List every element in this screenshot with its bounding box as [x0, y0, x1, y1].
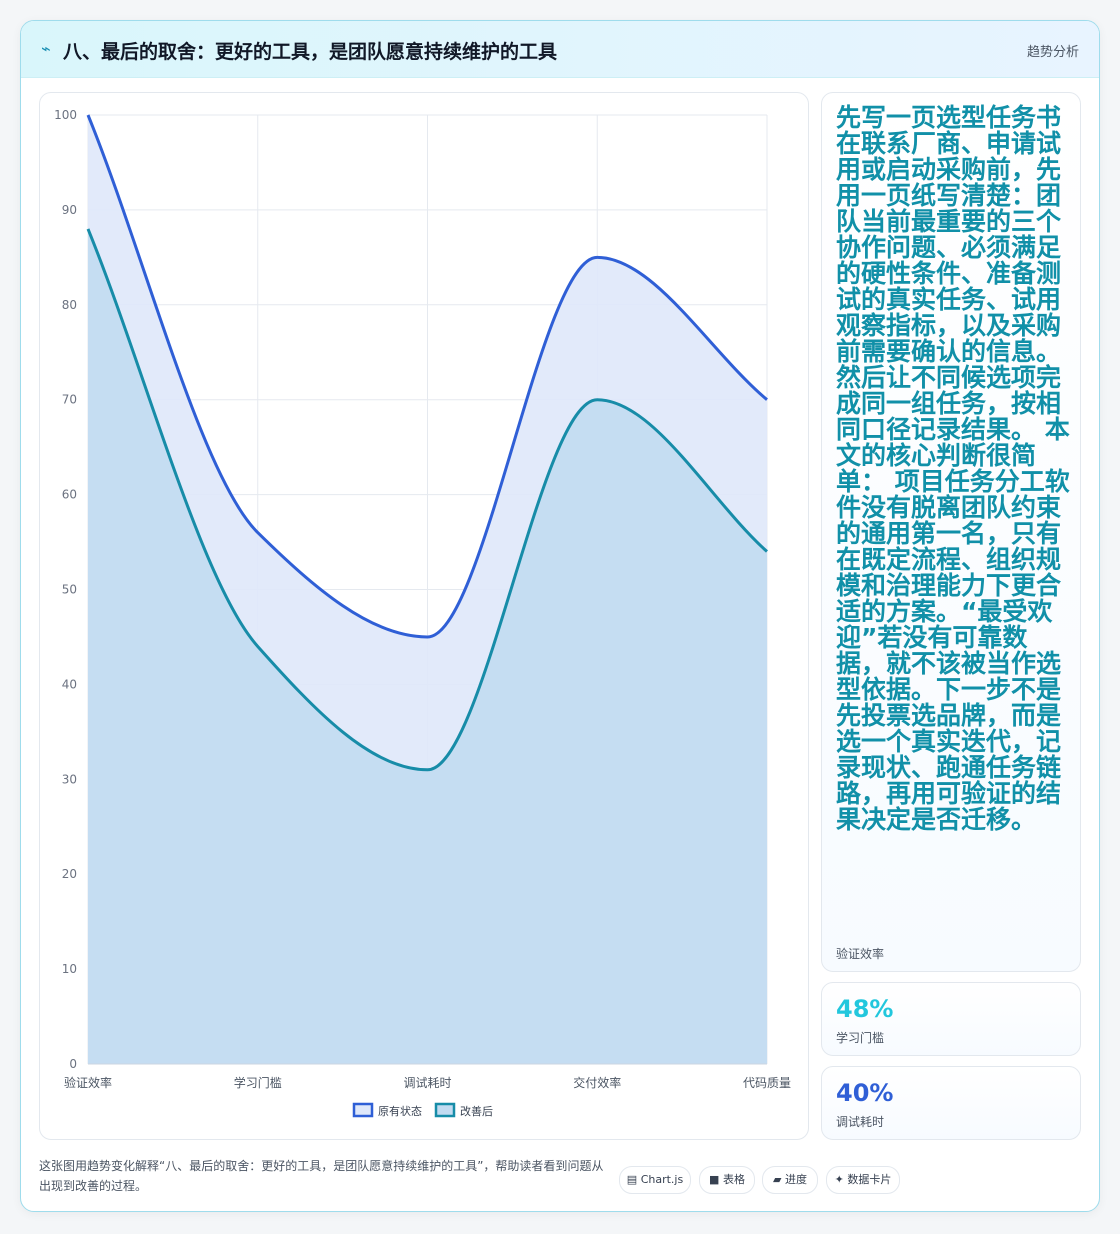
summary-label: 验证效率 [836, 947, 885, 961]
stat-label-1: 学习门槛 [836, 1031, 885, 1045]
y-tick-label: 40 [62, 677, 77, 691]
y-tick-label: 10 [62, 962, 77, 976]
legend-swatch-1 [352, 1102, 374, 1118]
series-line-1 [86, 114, 768, 639]
chart-icon: ▤ [626, 1173, 638, 1186]
stat-card-2: 40% 调试耗时 [821, 1066, 1081, 1140]
legend-swatch-2 [434, 1102, 456, 1118]
stat-value-1: 48% [836, 995, 894, 1023]
legend-label-2: 改善后 [460, 1104, 493, 1118]
text-panel: 先写一页选型任务书 在联系厂商、申请试用或启动采购前，先用一页纸写清楚：团队当前… [821, 92, 1081, 972]
page-title: 八、最后的取舍：更好的工具，是团队愿意持续维护的工具 [63, 41, 558, 63]
pill-label: 进度 [784, 1173, 807, 1186]
area-chart: 0 10 20 30 40 50 60 70 80 90 100 验证效率 学习门槛 调试耗时 交付效率 代码… [54, 108, 791, 1118]
x-tick-label: 学习门槛 [234, 1075, 282, 1090]
pill-table[interactable]: ■ 表格 [699, 1166, 755, 1194]
y-tick-label: 30 [62, 772, 77, 786]
stat-card-1: 48% 学习门槛 [821, 982, 1081, 1056]
y-tick-label: 20 [62, 867, 77, 881]
chart-card: ⌁ 八、最后的取舍：更好的工具，是团队愿意持续维护的工具 趋势分析 0 10 20 3… [20, 20, 1100, 1212]
y-tick-label: 100 [54, 108, 77, 122]
x-tick-label: 代码质量 [743, 1076, 791, 1090]
card-icon: ✦ [834, 1173, 844, 1186]
stat-value-2: 40% [836, 1079, 894, 1107]
progress-icon: ▰ [773, 1173, 782, 1186]
pill-cards[interactable]: ✦ 数据卡片 [826, 1166, 900, 1194]
pill-progress[interactable]: ▰ 进度 [762, 1166, 818, 1194]
pill-label: Chart.js [640, 1173, 684, 1186]
chart-panel: 0 10 20 30 40 50 60 70 80 90 100 验证效率 学习门槛 调试耗时 交付效率 代码… [39, 92, 809, 1140]
summary-text: 先写一页选型任务书 在联系厂商、申请试用或启动采购前，先用一页纸写清楚：团队当前… [836, 103, 1070, 834]
pill-label: 数据卡片 [847, 1173, 892, 1186]
stat-label-2: 调试耗时 [836, 1115, 885, 1129]
x-tick-label: 交付效率 [573, 1075, 621, 1090]
card-header: ⌁ 八、最后的取舍：更好的工具，是团队愿意持续维护的工具 趋势分析 [21, 21, 1099, 78]
chart-trend-icon: ⌁ [41, 39, 51, 58]
pill-label: 表格 [722, 1173, 745, 1186]
x-tick-label: 调试耗时 [403, 1075, 451, 1090]
y-tick-label: 80 [62, 298, 77, 312]
x-tick-label: 验证效率 [64, 1075, 112, 1090]
chart-caption: 这张图用趋势变化解释“八、最后的取舍：更好的工具，是团队愿意持续维护的工具”，帮… [39, 1159, 604, 1193]
y-tick-label: 0 [69, 1057, 77, 1071]
y-tick-label: 50 [62, 583, 77, 597]
table-icon: ■ [709, 1173, 720, 1186]
y-tick-label: 60 [62, 488, 77, 502]
y-tick-label: 90 [62, 203, 77, 217]
series-area-2 [88, 228, 767, 1064]
legend-label-1: 原有状态 [378, 1104, 422, 1118]
series-line-2 [86, 228, 769, 772]
pill-chartjs[interactable]: ▤ Chart.js [619, 1166, 691, 1194]
header-tag: 趋势分析 [1026, 45, 1079, 60]
y-tick-label: 70 [62, 393, 77, 407]
